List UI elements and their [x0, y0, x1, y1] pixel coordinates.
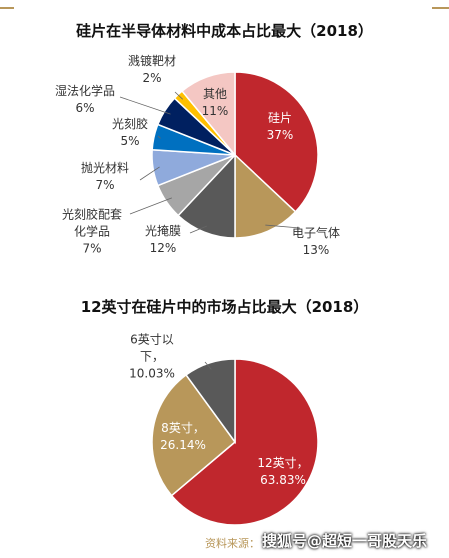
pie-slice [170, 358, 319, 526]
slice-label: 电子气体 13% [292, 225, 340, 259]
value-label: 13% [302, 243, 330, 257]
slice-label: 6英寸以下， 10.03% [119, 332, 185, 383]
value-label: 37% [266, 128, 294, 142]
leader-line [139, 166, 160, 181]
category-label: 其他 [202, 87, 228, 101]
value-label: 2% [142, 71, 162, 85]
pie-slice [181, 71, 236, 158]
value-label: 26.14% [160, 438, 206, 452]
slice-label: 8英寸， 26.14% [160, 420, 206, 454]
chart-title: 12英寸在硅片中的市场占比最大（2018） [80, 298, 369, 316]
pie-slice [151, 373, 237, 497]
value-label: 7% [95, 178, 115, 192]
category-label: 6英寸以下， [130, 332, 174, 364]
source: 资料来源： [205, 537, 260, 550]
value-label: 11% [201, 104, 229, 118]
slice-label: 硅片 37% [267, 110, 294, 144]
leader-line [119, 96, 171, 115]
leader-line [157, 135, 161, 139]
category-label: 湿法化学品 [54, 84, 116, 98]
slice-label: 光刻胶 5% [112, 116, 148, 150]
leader-line [189, 225, 208, 234]
category-label: 电子气体 [291, 226, 341, 240]
watermark: 搜狐号@超短一哥股天乐 [262, 532, 428, 550]
slice-label: 12英寸， 63.83% [257, 455, 308, 489]
category-label: 抛光材料 [80, 161, 130, 175]
value-label: 7% [82, 241, 102, 256]
value-label: 5% [120, 134, 140, 148]
pie-slice [234, 71, 319, 213]
category-label: 12英寸， [257, 456, 309, 470]
category-label: 光刻胶 [111, 117, 149, 131]
pie-slice [234, 153, 297, 239]
leader-line [129, 197, 172, 215]
slice-label: 光掩膜 12% [145, 223, 181, 257]
leader-line [204, 361, 212, 370]
slice-label: 抛光材料 7% [81, 160, 129, 194]
value-label: 63.83% [260, 473, 306, 487]
category-label: 溅镀靶材 [127, 54, 177, 68]
category-label: 光刻胶配套化学品 [61, 207, 122, 239]
slice-label: 光刻胶配套化学品 7% [59, 207, 125, 258]
chart-title: 硅片在半导体材料中成本占比最大（2018） [76, 22, 373, 40]
leader-line [174, 91, 184, 100]
category-label: 硅片 [267, 111, 293, 125]
value-label: 12% [149, 241, 177, 255]
value-label: 6% [75, 101, 95, 115]
leader-line [265, 224, 301, 229]
category-label: 8英寸， [161, 421, 205, 435]
value-label: 10.03% [129, 366, 175, 381]
slice-label: 湿法化学品 6% [55, 83, 115, 117]
category-label: 光掩膜 [144, 224, 182, 238]
slice-label: 溅镀靶材 2% [128, 53, 176, 87]
slice-label: 其他 11% [202, 86, 229, 120]
pie-slice [185, 358, 236, 445]
pie-slice [177, 153, 236, 239]
